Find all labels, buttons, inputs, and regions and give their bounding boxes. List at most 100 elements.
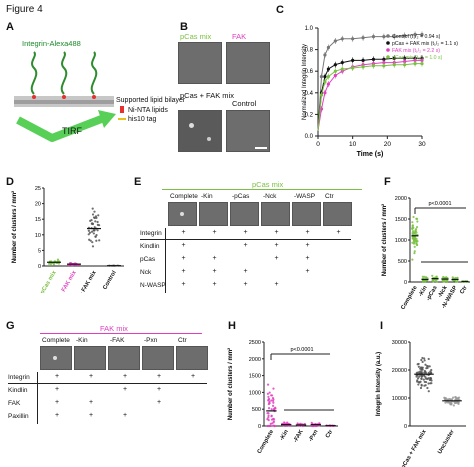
c-xtick-label: 20 [384, 141, 392, 148]
data-point [284, 424, 288, 428]
data-point [450, 402, 453, 405]
presence-mark: + [212, 255, 217, 262]
data-point [88, 238, 91, 241]
category-label: Uncluster [437, 428, 456, 455]
nta-label: Ni-NTA lipids [128, 107, 168, 114]
ylabel: Number of clusters / mm² [11, 191, 18, 263]
data-point [268, 391, 271, 394]
data-point [417, 381, 420, 384]
presence-mark: + [212, 268, 217, 275]
c-xtick-label: 30 [418, 141, 426, 148]
condition-micrograph [292, 202, 321, 226]
data-point [91, 222, 94, 225]
data-point [415, 225, 419, 229]
data-point [427, 390, 430, 393]
data-point [411, 227, 414, 230]
micrograph-pcas [178, 42, 222, 84]
data-point [427, 382, 430, 385]
figure-title: Figure 4 [6, 4, 43, 15]
data-point [415, 371, 418, 374]
category-label: Complete [257, 428, 276, 455]
condition-micrograph [323, 202, 352, 226]
category-label: -Nck [437, 284, 449, 299]
data-point [420, 375, 423, 378]
column-header: -Kin [201, 193, 213, 200]
data-point [270, 394, 273, 397]
category-label: -Kin [418, 285, 429, 298]
presence-mark: + [55, 373, 60, 380]
column-header: Complete [42, 337, 70, 344]
data-point [416, 377, 420, 380]
data-point [268, 424, 271, 428]
ytick-label: 0 [404, 424, 407, 430]
data-point [444, 401, 447, 404]
row-label: Paxillin [8, 413, 29, 420]
data-point [266, 392, 269, 395]
data-point [272, 401, 275, 404]
column-header: Complete [170, 193, 198, 200]
e-title: pCas mix [252, 180, 284, 189]
header-rule [8, 383, 207, 384]
column-header: -pCas [232, 193, 250, 200]
data-point [427, 371, 430, 375]
data-point [423, 369, 427, 373]
c-ytick-label: 0.8 [305, 48, 314, 54]
ytick-label: 2500 [249, 340, 261, 346]
data-point [452, 404, 455, 407]
data-point [411, 221, 414, 224]
c-series-line [317, 63, 422, 131]
e-title-rule [162, 189, 362, 190]
data-point [90, 218, 93, 222]
column-header: -Nck [263, 193, 277, 200]
row-divider [37, 372, 38, 424]
data-point [413, 245, 416, 248]
panel-a-letter: A [6, 21, 14, 33]
data-point [272, 387, 275, 390]
data-point [267, 395, 270, 398]
ytick-label: 1000 [395, 238, 407, 244]
row-divider [165, 228, 166, 293]
category-label: -Pxn [308, 429, 320, 443]
chart-i: 0 10000 20000 30000 Integrin Intensity (a.u.… [376, 340, 466, 467]
data-point [267, 416, 270, 419]
g-title: FAK mix [100, 324, 128, 333]
condition-micrograph [261, 202, 290, 226]
row-label: FAK [8, 400, 21, 407]
row-label: Integrin [8, 374, 30, 381]
micrograph-fak [226, 42, 270, 84]
presence-mark: + [305, 255, 310, 262]
data-point [427, 357, 430, 361]
data-point [97, 214, 100, 217]
c-legend-marker [386, 41, 390, 45]
data-point [267, 414, 270, 417]
data-point [455, 401, 458, 404]
c-ylabel: Normalized Integrin Intensity [302, 44, 308, 120]
data-point [93, 229, 96, 232]
presence-mark: + [55, 412, 60, 419]
data-point [456, 280, 459, 283]
column-header: -Kin [76, 337, 88, 344]
presence-mark: + [274, 255, 279, 262]
data-point [95, 233, 98, 237]
data-point [90, 230, 94, 233]
presence-mark: + [212, 281, 217, 288]
chart-h: 0 500 1000 1500 2000 2500 Number of clusters /… [227, 340, 338, 455]
ytick-label: 0 [404, 280, 407, 286]
category-label: pCas + FAK mix [401, 428, 429, 467]
chart-c: 0.0 0.2 0.4 0.6 0.8 1.0 0 10 20 30 Time (s) Normali… [302, 26, 458, 158]
c-legend-marker [386, 55, 390, 59]
data-point [93, 216, 96, 220]
presence-mark: + [181, 229, 186, 236]
condition-micrograph [40, 346, 72, 370]
c-legend-marker [386, 34, 390, 38]
data-point [415, 217, 418, 220]
ytick-label: 2000 [249, 357, 261, 363]
data-point [452, 396, 455, 399]
data-point [91, 207, 94, 210]
data-point [429, 382, 432, 385]
presence-mark: + [181, 281, 186, 288]
panel-e-letter: E [134, 176, 142, 188]
data-point [93, 226, 96, 229]
ytick-label: 1500 [395, 217, 407, 223]
category-label: Control [102, 270, 118, 291]
